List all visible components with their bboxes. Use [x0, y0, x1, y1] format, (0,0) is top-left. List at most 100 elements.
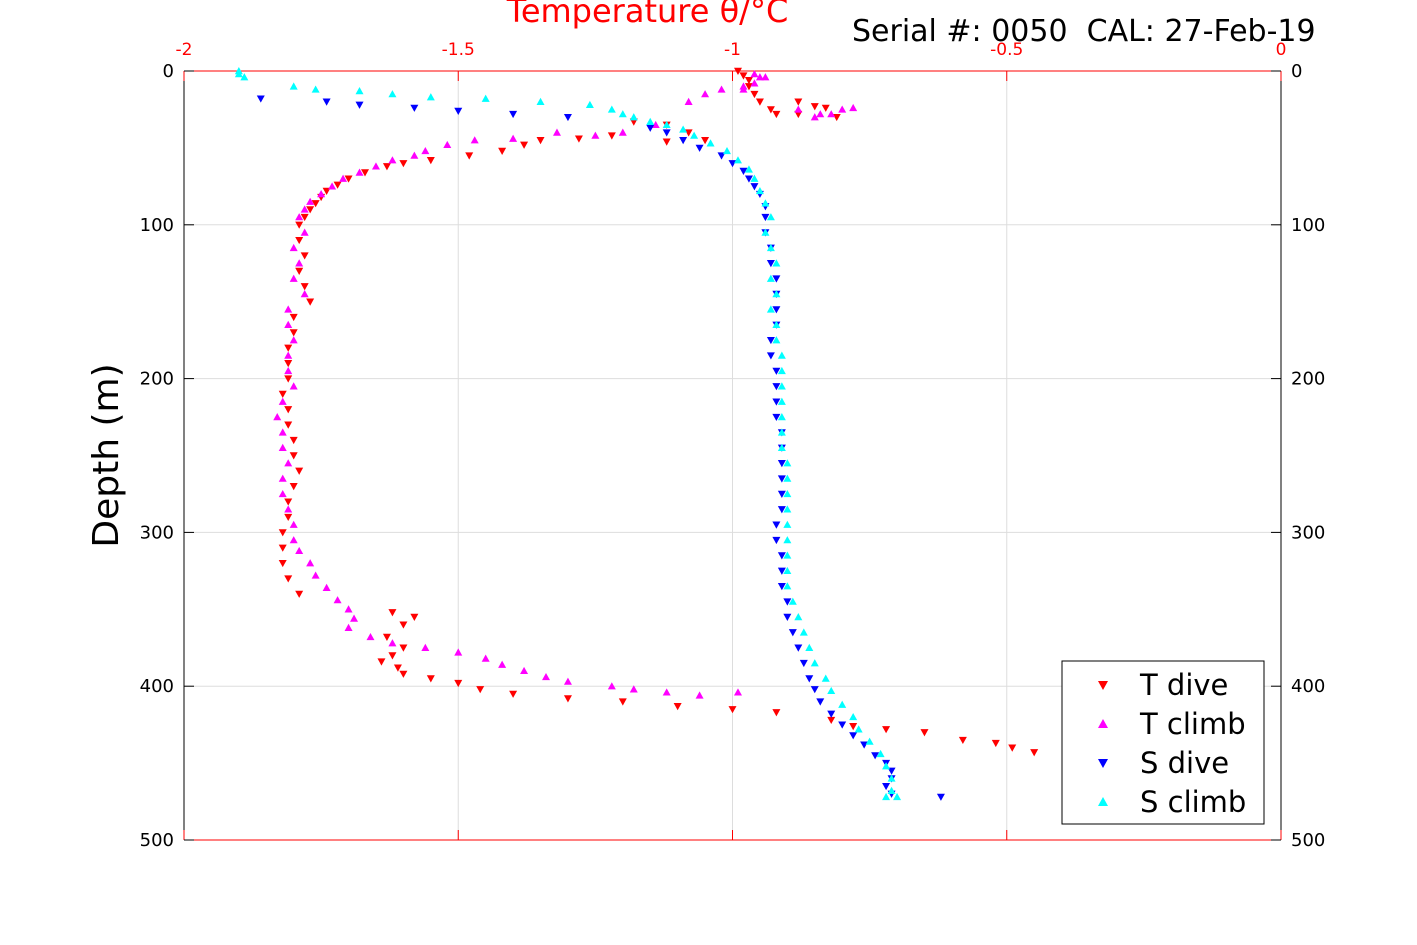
data-point-s-dive	[799, 659, 808, 668]
data-point-s-climb	[783, 505, 792, 513]
data-point-t-dive	[832, 113, 841, 122]
data-point-t-dive	[399, 670, 408, 678]
data-point-t-climb	[295, 546, 304, 555]
data-point-s-climb	[783, 459, 792, 467]
data-point-t-dive	[289, 483, 298, 491]
data-point-t-dive	[618, 698, 627, 706]
data-point-s-dive	[563, 113, 572, 122]
data-point-t-climb	[333, 596, 342, 604]
data-point-s-climb	[755, 186, 764, 195]
data-point-t-dive	[377, 658, 386, 666]
data-point-s-climb	[777, 413, 786, 421]
data-point-t-dive	[733, 67, 742, 75]
data-point-t-climb	[295, 259, 304, 267]
data-point-t-dive	[284, 513, 293, 522]
data-point-t-dive	[306, 298, 315, 306]
data-point-t-climb	[542, 672, 551, 681]
data-point-t-dive	[284, 344, 293, 352]
data-point-t-dive	[295, 267, 304, 275]
data-point-s-climb	[838, 700, 847, 708]
data-point-t-climb	[662, 688, 671, 696]
y-tick-label-left: 300	[140, 522, 174, 543]
data-point-s-dive	[777, 490, 786, 498]
data-point-t-climb	[618, 128, 627, 136]
data-point-s-dive	[772, 306, 781, 314]
data-point-t-climb	[306, 559, 315, 567]
data-point-s-climb	[887, 774, 896, 782]
data-point-t-dive	[300, 213, 309, 222]
data-point-t-dive	[278, 529, 287, 537]
data-point-t-climb	[684, 97, 693, 105]
data-point-s-climb	[766, 243, 775, 252]
data-point-t-dive	[399, 621, 408, 629]
legend-label: T climb	[1139, 707, 1246, 741]
data-point-s-climb	[629, 113, 638, 121]
legend-marker	[1098, 719, 1108, 728]
data-point-t-climb	[454, 648, 463, 656]
data-point-t-dive	[295, 590, 304, 598]
data-point-s-dive	[772, 536, 781, 545]
data-point-t-dive	[465, 152, 474, 160]
data-point-t-dive	[410, 613, 419, 621]
data-point-t-climb	[289, 274, 298, 282]
data-point-t-climb	[311, 571, 320, 579]
data-point-s-climb	[805, 643, 814, 651]
data-point-t-dive	[284, 421, 293, 429]
data-point-t-dive	[333, 181, 342, 189]
data-point-t-dive	[344, 175, 353, 183]
data-point-s-dive	[772, 398, 781, 406]
data-point-t-climb	[366, 632, 375, 641]
data-point-t-dive	[1030, 749, 1039, 757]
data-point-s-dive	[777, 552, 786, 560]
x-tick-label: -1.5	[442, 40, 475, 60]
data-point-s-climb	[761, 199, 770, 207]
data-point-s-dive	[838, 721, 847, 729]
data-point-t-climb	[849, 103, 858, 112]
data-point-s-dive	[882, 782, 891, 791]
data-point-s-dive	[936, 793, 945, 801]
data-point-t-climb	[498, 660, 507, 668]
data-point-s-dive	[744, 175, 753, 183]
y-tick-label-left: 0	[163, 61, 174, 82]
serial-calibration-label: Serial #: 0050 CAL: 27-Feb-19	[852, 14, 1316, 49]
y-tick-label-left: 200	[140, 369, 174, 390]
data-point-s-climb	[723, 146, 732, 155]
data-point-t-dive	[520, 141, 529, 149]
data-point-t-dive	[278, 544, 287, 552]
data-point-s-climb	[585, 100, 594, 109]
legend-marker	[1098, 797, 1108, 806]
data-point-t-dive	[300, 252, 309, 260]
data-point-t-climb	[278, 428, 287, 436]
data-point-t-dive	[766, 106, 775, 114]
data-point-t-climb	[388, 639, 397, 647]
data-point-t-dive	[607, 132, 616, 140]
data-point-t-climb	[289, 536, 298, 544]
data-point-s-climb	[766, 213, 775, 221]
data-point-t-climb	[344, 623, 353, 631]
data-point-s-climb	[777, 382, 786, 390]
data-point-t-dive	[991, 739, 1000, 748]
data-point-s-dive	[777, 475, 786, 483]
data-point-s-dive	[772, 367, 781, 375]
x-tick-label: 0	[1276, 40, 1287, 60]
data-point-s-climb	[827, 686, 836, 695]
data-point-s-climb	[799, 628, 808, 636]
data-point-t-climb	[816, 110, 825, 118]
data-point-t-climb	[421, 643, 430, 651]
data-point-s-climb	[865, 737, 874, 745]
data-point-t-climb	[733, 688, 742, 696]
data-point-s-dive	[783, 598, 792, 606]
data-point-t-climb	[284, 366, 293, 375]
legend-label: S climb	[1140, 785, 1246, 819]
legend-marker	[1098, 759, 1108, 768]
y-tick-label-right: 500	[1291, 830, 1325, 851]
data-point-t-climb	[289, 336, 298, 344]
data-point-s-climb	[607, 105, 616, 113]
data-point-s-climb	[794, 612, 803, 621]
data-point-t-dive	[1008, 744, 1017, 752]
data-point-s-climb	[646, 117, 655, 125]
data-point-t-dive	[322, 187, 331, 195]
data-point-t-climb	[563, 677, 572, 685]
data-point-s-climb	[240, 73, 249, 81]
data-point-s-dive	[739, 167, 748, 175]
